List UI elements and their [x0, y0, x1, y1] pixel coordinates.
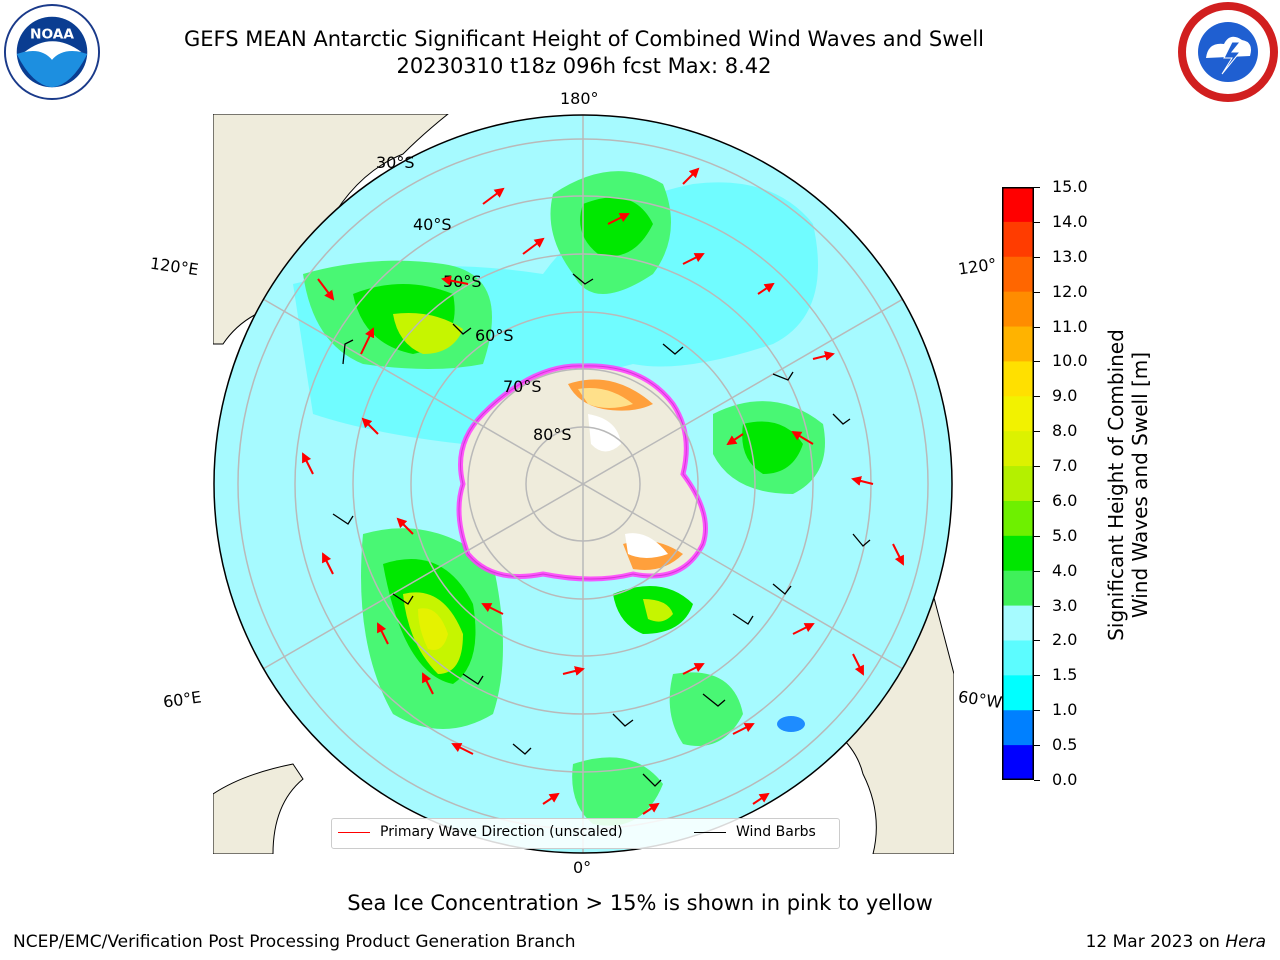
colorbar-segment — [1002, 221, 1034, 258]
wave-direction-arrows — [302, 167, 904, 815]
colorbar-segment — [1002, 535, 1034, 572]
colorbar-tick-label: 0.5 — [1052, 735, 1078, 755]
colorbar-tick-mark — [1034, 431, 1040, 433]
colorbar-segment — [1002, 256, 1034, 293]
colorbar-segment — [1002, 605, 1034, 641]
colorbar-tick-label: 7.0 — [1052, 456, 1078, 476]
colorbar-segment — [1002, 710, 1034, 746]
national-weather-service-logo — [1178, 2, 1278, 102]
colorbar-tick-label: 14.0 — [1052, 211, 1088, 231]
date-stamp: 12 Mar 2023 on Hera — [1085, 932, 1266, 952]
colorbar-tick-label: 9.0 — [1052, 386, 1078, 406]
legend-wave-label: Primary Wave Direction (unscaled) — [380, 824, 623, 840]
colorbar-tick-mark — [1034, 780, 1040, 781]
colorbar-tick-mark — [1034, 466, 1040, 468]
colorbar-tick-label: 12.0 — [1052, 281, 1088, 301]
colorbar-tick-mark — [1034, 500, 1040, 502]
colorbar-tick-mark — [1034, 291, 1040, 293]
colorbar-tick-label: 1.5 — [1052, 665, 1078, 685]
lat-label-80s: 80°S — [533, 425, 572, 444]
lon-label-60e: 60°E — [161, 687, 203, 712]
chart-subtitle: 20230310 t18z 096h fcst Max: 8.42 — [396, 54, 772, 78]
colorbar-tick-mark — [1034, 570, 1040, 572]
colorbar-segment — [1002, 500, 1034, 537]
colorbar-tick-label: 13.0 — [1052, 246, 1088, 266]
lon-label-60w: 60°W — [956, 687, 1004, 712]
lat-label-40s: 40°S — [413, 215, 452, 234]
lon-label-120e: 120°E — [148, 253, 200, 280]
colorbar-segment — [1002, 640, 1034, 676]
colorbar-tick-label: 5.0 — [1052, 525, 1078, 545]
legend-barb-label: Wind Barbs — [736, 824, 816, 840]
colorbar-tick-label: 8.0 — [1052, 421, 1078, 441]
graticule — [237, 115, 929, 853]
colorbar-tick-mark — [1034, 187, 1040, 188]
colorbar-tick-mark — [1034, 640, 1040, 642]
colorbar-tick-mark — [1034, 256, 1040, 258]
credit-text: NCEP/EMC/Verification Post Processing Pr… — [13, 932, 576, 952]
svg-text:NOAA: NOAA — [30, 26, 74, 42]
colorbar-segment — [1002, 745, 1034, 780]
colorbar-tick-label: 6.0 — [1052, 490, 1078, 510]
colorbar — [1002, 187, 1034, 780]
lon-label-120w: 120° — [956, 254, 998, 279]
lat-label-60s: 60°S — [475, 326, 514, 345]
lon-label-180: 180° — [560, 89, 599, 108]
colorbar-tick-label: 10.0 — [1052, 351, 1088, 371]
wind-barbs — [332, 273, 871, 787]
colorbar-tick-mark — [1034, 326, 1040, 328]
colorbar-tick-label: 4.0 — [1052, 560, 1078, 580]
colorbar-tick-label: 2.0 — [1052, 630, 1078, 650]
lat-label-70s: 70°S — [503, 377, 542, 396]
colorbar-segment — [1002, 431, 1034, 467]
colorbar-tick-mark — [1034, 745, 1040, 747]
colorbar-tick-label: 0.0 — [1052, 770, 1078, 789]
lat-label-30s: 30°S — [376, 153, 415, 172]
colorbar-tick-label: 11.0 — [1052, 316, 1088, 336]
colorbar-segment — [1002, 570, 1034, 607]
wave-height-map: 30°S 40°S 50°S 60°S 70°S 80°S — [213, 114, 954, 854]
colorbar-label: Significant Height of Combined Wind Waves… — [1104, 329, 1152, 641]
colorbar-tick-label: 3.0 — [1052, 595, 1078, 615]
colorbar-tick-label: 15.0 — [1052, 177, 1088, 196]
colorbar-tick-mark — [1034, 396, 1040, 398]
colorbar-segment — [1002, 187, 1034, 223]
colorbar-tick-mark — [1034, 675, 1040, 677]
colorbar-segment — [1002, 675, 1034, 711]
colorbar-tick-mark — [1034, 710, 1040, 712]
colorbar-segment — [1002, 361, 1034, 397]
africa-landmass — [213, 763, 304, 854]
colorbar-segment — [1002, 466, 1034, 502]
colorbar-segment — [1002, 326, 1034, 362]
colorbar-segment — [1002, 396, 1034, 432]
colorbar-tick-mark — [1034, 221, 1040, 223]
legend-wave-line — [338, 831, 370, 833]
chart-title: GEFS MEAN Antarctic Significant Height o… — [183, 27, 985, 51]
colorbar-tick-mark — [1034, 361, 1040, 363]
colorbar-tick-mark — [1034, 605, 1040, 607]
lat-label-50s: 50°S — [443, 272, 482, 291]
legend: Primary Wave Direction (unscaled) Wind B… — [331, 818, 840, 849]
colorbar-tick-mark — [1034, 535, 1040, 537]
lon-label-0: 0° — [573, 858, 592, 877]
noaa-logo: NOAA — [3, 3, 101, 101]
legend-barb-line — [694, 831, 726, 833]
colorbar-segment — [1002, 291, 1034, 328]
colorbar-tick-label: 1.0 — [1052, 700, 1078, 720]
sea-ice-note: Sea Ice Concentration > 15% is shown in … — [347, 891, 933, 915]
